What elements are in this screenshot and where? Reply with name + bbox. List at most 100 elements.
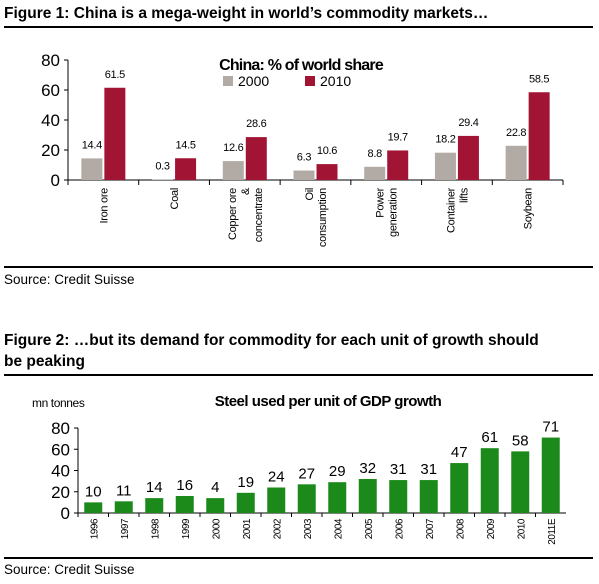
data-label-2010-3: 10.6: [317, 145, 337, 157]
bar-2011E: [541, 437, 560, 513]
chart1-ytick-label: 0: [51, 171, 60, 190]
legend-label-2010: 2010: [320, 73, 351, 89]
bar-2003: [297, 484, 316, 513]
category-label-group-4: Power generation: [375, 187, 400, 237]
category-label-group-1: Coal: [169, 188, 181, 209]
data-label-1997: 11: [116, 482, 132, 499]
bar-2000-3: [293, 170, 315, 180]
bar-2004: [328, 482, 347, 513]
category-label-group-2: Copper ore & concentrate: [227, 187, 265, 242]
data-label-2001: 19: [237, 474, 254, 491]
category-label: consumption: [317, 188, 329, 247]
chart2-ytick-label: 60: [51, 440, 70, 459]
data-label-2000-0: 14.4: [82, 139, 102, 151]
figure1-top-rule: [4, 26, 593, 28]
data-label-2010-6: 58.5: [529, 73, 549, 85]
category-label-2011E: 2011E: [547, 518, 558, 545]
category-label-1999: 1999: [181, 518, 192, 539]
chart2-ytick-label: 80: [51, 419, 70, 438]
bar-1998: [145, 498, 164, 513]
data-label-2004: 29: [329, 463, 346, 480]
bar-2010-3: [316, 164, 338, 180]
category-label-2003: 2003: [303, 518, 314, 539]
bar-2010-5: [457, 135, 479, 180]
bar-2000-4: [364, 166, 386, 180]
figure2-bottom-rule: [4, 557, 593, 559]
bar-1997: [114, 501, 133, 513]
bar-2010: [511, 451, 530, 513]
data-label-2000-5: 18.2: [435, 134, 455, 146]
data-label-1999: 16: [176, 477, 193, 494]
category-label-1996: 1996: [89, 518, 100, 539]
data-label-2005: 32: [359, 460, 376, 477]
bar-1999: [175, 496, 194, 513]
chart2-ytick-label: 20: [51, 483, 70, 502]
chart1-ytick-label: 20: [41, 141, 60, 160]
category-label-2001: 2001: [242, 518, 253, 539]
bar-2001: [236, 492, 255, 513]
category-label-1997: 1997: [120, 518, 131, 539]
bar-1996: [84, 502, 103, 513]
category-label: Coal: [169, 188, 181, 209]
data-label-2000-6: 22.8: [506, 127, 526, 139]
category-label-2007: 2007: [425, 518, 436, 539]
category-label-1998: 1998: [150, 518, 161, 539]
data-label-2009: 61: [481, 429, 498, 446]
category-label: generation: [388, 188, 400, 237]
bar-2010-2: [245, 137, 267, 180]
category-label: &: [240, 187, 252, 195]
chart1-title: China: % of world share: [219, 57, 384, 74]
figure1-title: Figure 1: China is a mega-weight in worl…: [4, 5, 489, 22]
category-label: lifts: [458, 187, 470, 203]
category-label: Container: [445, 187, 457, 233]
figure2-title-line2: be peaking: [4, 353, 85, 370]
bar-2000: [206, 498, 225, 513]
chart2-title: Steel used per unit of GDP growth: [215, 393, 442, 410]
chart2-unit-label: mn tonnes: [32, 396, 85, 410]
chart1-ytick-label: 60: [41, 81, 60, 100]
bar-2010-1: [175, 158, 197, 180]
bar-2000-5: [434, 152, 456, 180]
bar-2007: [419, 480, 438, 513]
legend-swatch-2000: [223, 76, 233, 86]
data-label-2000: 4: [211, 479, 219, 496]
category-label-2005: 2005: [364, 518, 375, 539]
category-label-group-6: Soybean: [523, 188, 535, 230]
chart1-ytick-label: 80: [41, 51, 60, 70]
data-label-2000-1: 0.3: [155, 161, 170, 173]
data-label-2011E: 71: [542, 419, 559, 436]
bar-2000-2: [222, 161, 244, 180]
bar-2010-0: [104, 87, 126, 180]
category-label-2002: 2002: [272, 518, 283, 539]
data-label-2010-4: 19.7: [388, 131, 408, 143]
bar-2000-6: [505, 145, 527, 180]
data-label-2008: 47: [451, 444, 468, 461]
category-label-2004: 2004: [333, 518, 344, 539]
category-label: Oil: [304, 188, 316, 201]
category-label-2000: 2000: [211, 518, 222, 539]
category-label-group-0: Iron ore: [98, 188, 110, 224]
figure2-title-line1: Figure 2: …but its demand for commodity …: [4, 332, 539, 349]
bar-2008: [450, 463, 469, 513]
category-label: Iron ore: [98, 188, 110, 224]
data-label-2007: 31: [420, 461, 437, 478]
category-label-2008: 2008: [455, 518, 466, 539]
data-label-2010: 58: [512, 432, 529, 449]
chart1-ytick-label: 40: [41, 111, 60, 130]
figure2-source: Source: Credit Suisse: [4, 562, 135, 577]
bar-2009: [480, 448, 499, 513]
bar-2005: [358, 479, 377, 513]
bar-2000-0: [81, 158, 103, 180]
category-label-2010: 2010: [516, 518, 527, 539]
data-label-2010-0: 61.5: [105, 69, 125, 81]
data-label-2000-3: 6.3: [297, 152, 312, 164]
data-label-1996: 10: [85, 483, 102, 500]
chart2-svg: Steel used per unit of GDP growth mn tonn…: [32, 393, 566, 545]
category-label-2006: 2006: [394, 518, 405, 539]
data-label-2000-4: 8.8: [368, 148, 383, 160]
figure2-top-rule: [4, 374, 593, 376]
data-label-2002: 24: [268, 469, 285, 486]
figure1-source: Source: Credit Suisse: [4, 272, 135, 287]
chart2-ytick-label: 0: [61, 504, 70, 523]
